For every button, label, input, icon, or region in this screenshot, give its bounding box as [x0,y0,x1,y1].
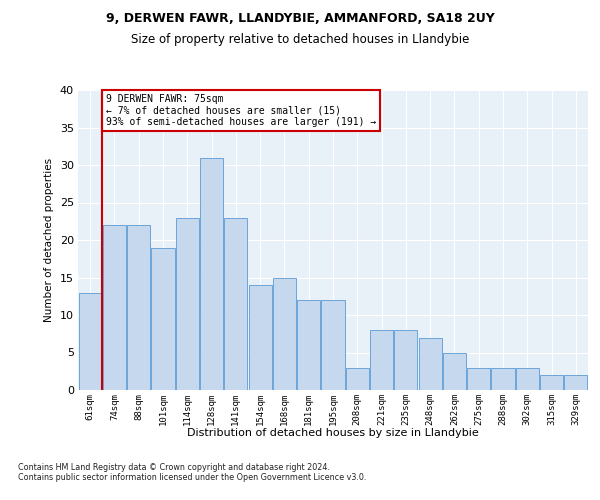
Bar [467,368,490,390]
Bar [443,352,466,390]
Bar [394,330,418,390]
Text: Contains HM Land Registry data © Crown copyright and database right 2024.
Contai: Contains HM Land Registry data © Crown c… [18,462,367,482]
Bar [565,375,587,390]
Bar [297,300,320,390]
Bar [127,225,150,390]
Bar [419,338,442,390]
Bar [491,368,515,390]
Bar [346,368,369,390]
Bar [79,292,101,390]
Bar [516,368,539,390]
Bar [224,218,247,390]
Bar [322,300,344,390]
Y-axis label: Number of detached properties: Number of detached properties [44,158,54,322]
Bar [540,375,563,390]
Bar [200,158,223,390]
Text: 9, DERWEN FAWR, LLANDYBIE, AMMANFORD, SA18 2UY: 9, DERWEN FAWR, LLANDYBIE, AMMANFORD, SA… [106,12,494,26]
Text: Distribution of detached houses by size in Llandybie: Distribution of detached houses by size … [187,428,479,438]
Bar [176,218,199,390]
Bar [273,278,296,390]
Text: 9 DERWEN FAWR: 75sqm
← 7% of detached houses are smaller (15)
93% of semi-detach: 9 DERWEN FAWR: 75sqm ← 7% of detached ho… [106,94,376,127]
Bar [370,330,393,390]
Bar [248,285,272,390]
Text: Size of property relative to detached houses in Llandybie: Size of property relative to detached ho… [131,32,469,46]
Bar [103,225,126,390]
Bar [151,248,175,390]
